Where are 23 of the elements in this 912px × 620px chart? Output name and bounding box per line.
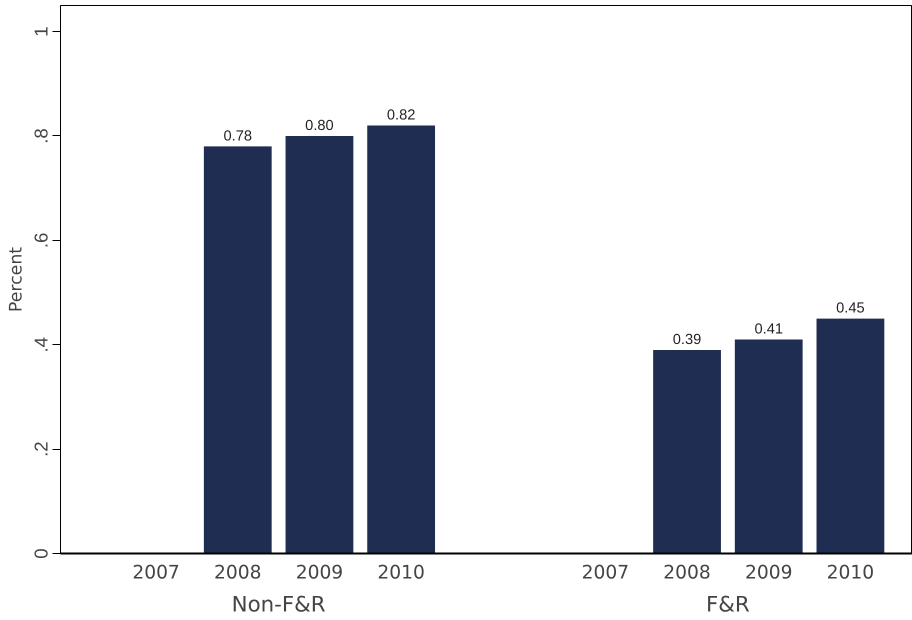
x-tick-label: 2008 (214, 562, 262, 584)
y-tick-label: .4 (30, 336, 52, 353)
x-tick-label: 2010 (826, 562, 874, 584)
x-tick-label: 2007 (582, 562, 630, 584)
text: F&R (706, 592, 750, 618)
y-axis-title: Percent (6, 246, 26, 312)
y-tick-label: 1 (30, 26, 52, 37)
x-tick-label: 2007 (132, 562, 180, 584)
y-tick-label: .6 (30, 232, 52, 248)
data-label: 0.78 (224, 128, 252, 144)
y-tick-label: 0 (30, 548, 52, 559)
data-label: 0.45 (836, 300, 865, 317)
x-tick-label: 2010 (377, 562, 425, 584)
x-tick-label: 2009 (744, 562, 792, 584)
data-label: 0.41 (754, 322, 783, 338)
x-tick-label: 2008 (663, 562, 711, 584)
data-label: 0.80 (305, 118, 334, 134)
y-tick-label: .8 (30, 128, 52, 144)
data-label: 0.82 (386, 108, 416, 124)
y-tick-label: .2 (30, 441, 52, 457)
x-tick-label: 2009 (296, 562, 344, 584)
data-label: 0.39 (672, 332, 702, 348)
text: Non-F&R (232, 592, 326, 618)
